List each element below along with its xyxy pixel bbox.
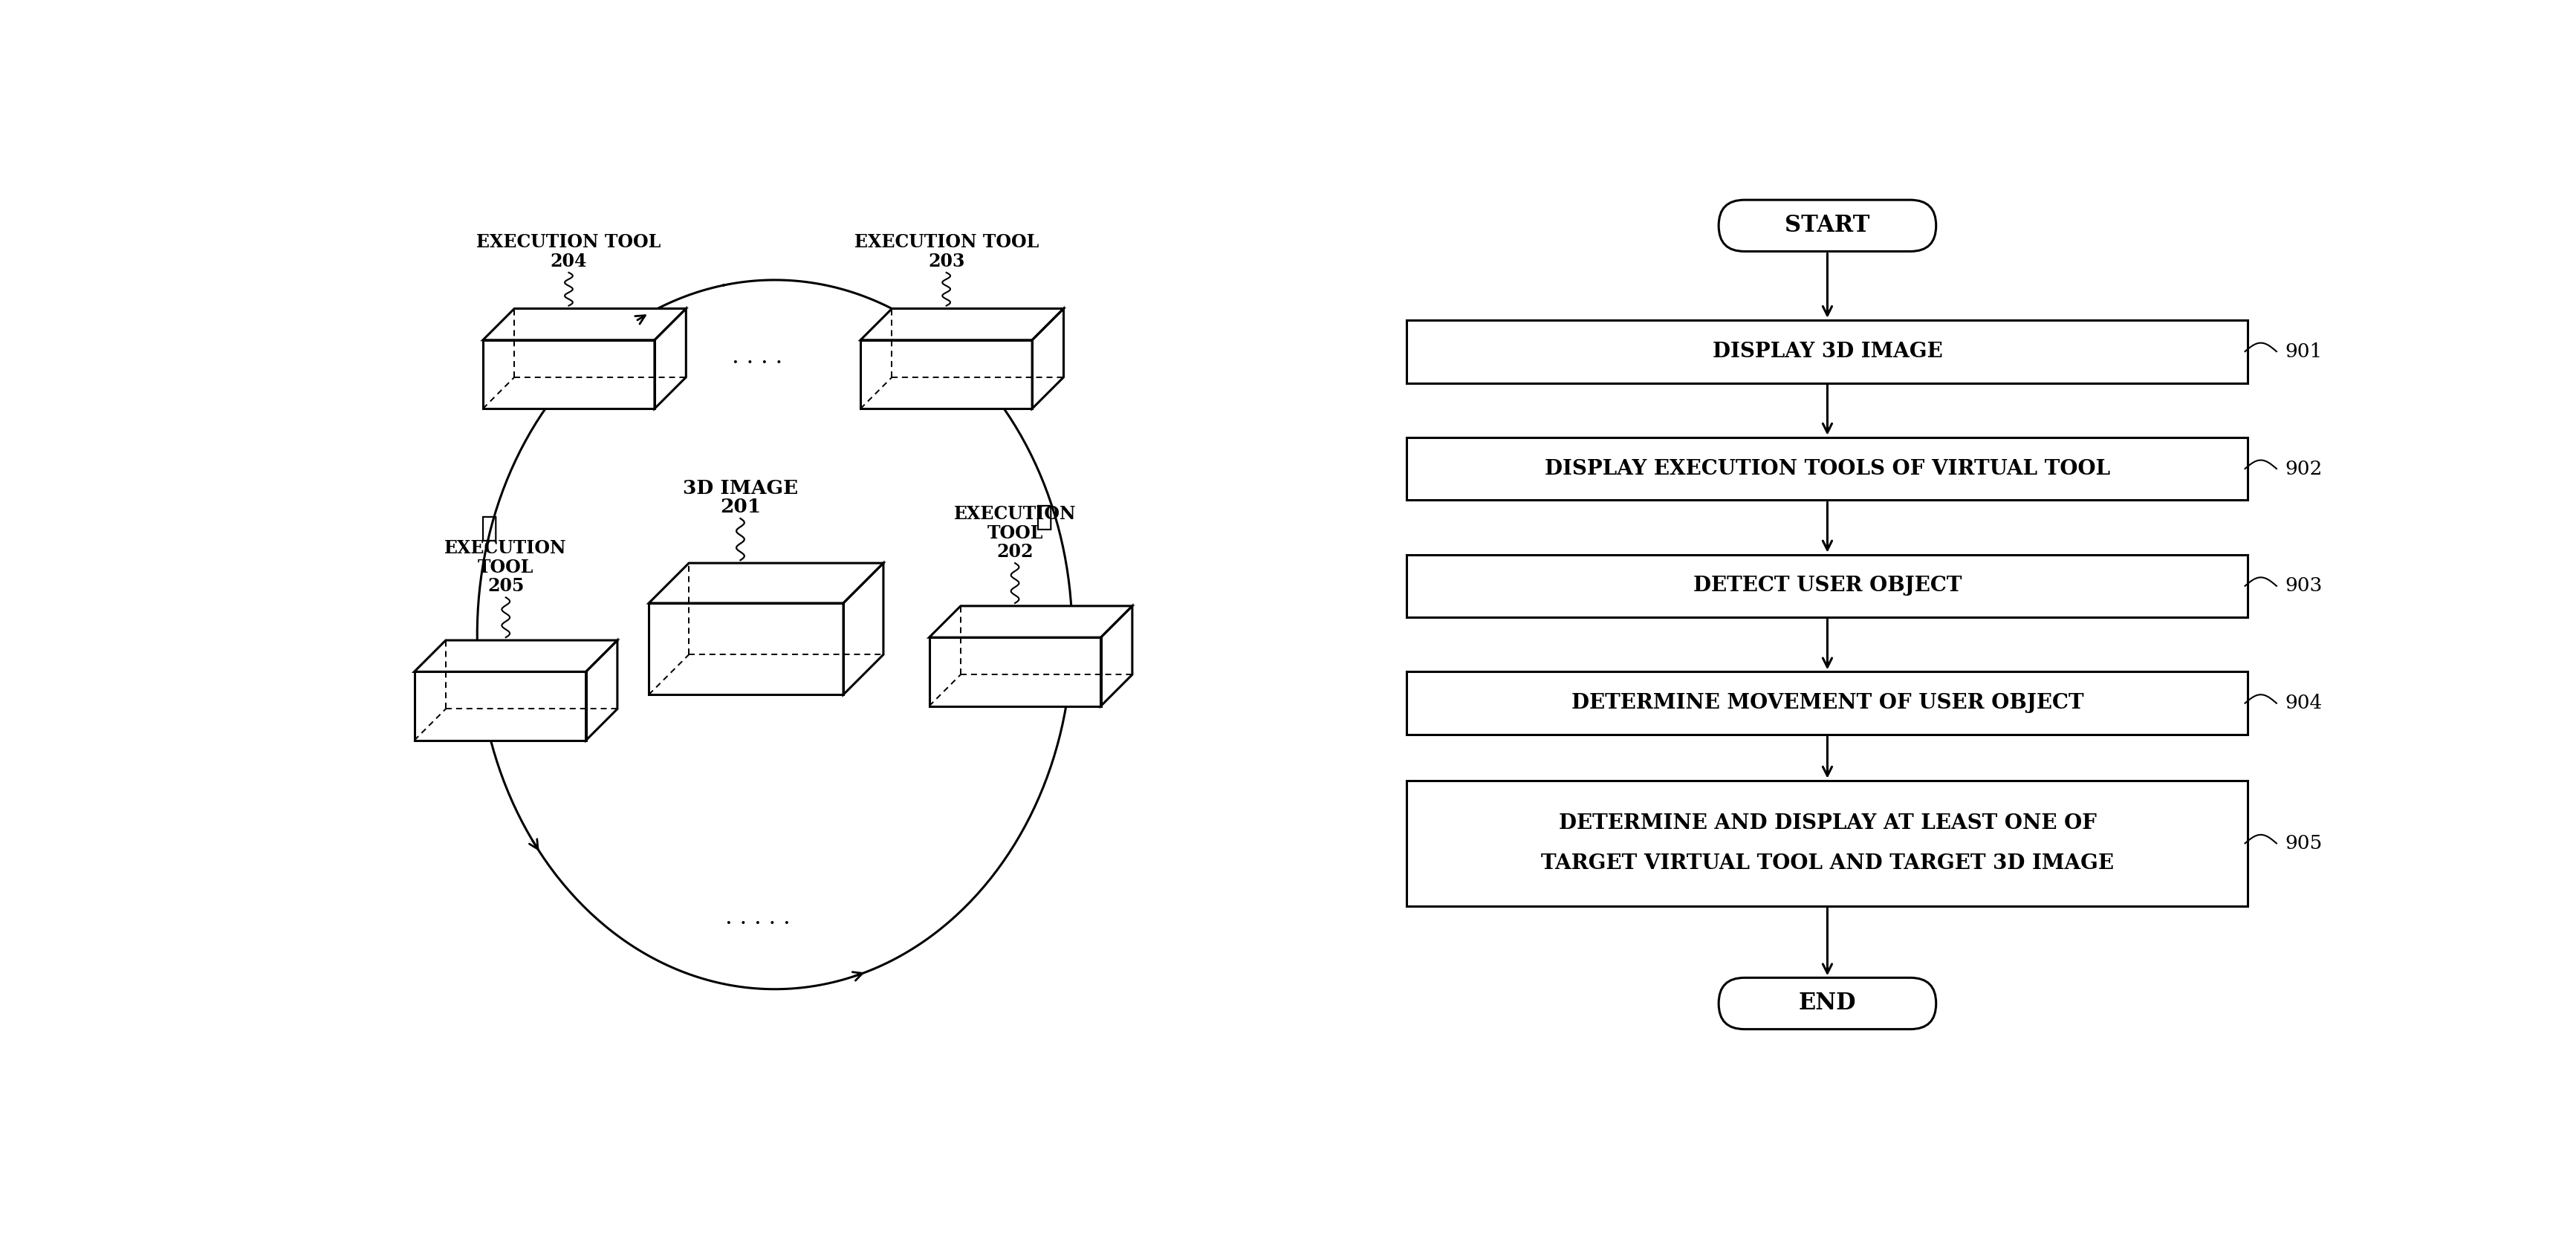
Polygon shape — [860, 309, 1064, 340]
Text: TOOL: TOOL — [477, 559, 533, 577]
Text: TOOL: TOOL — [987, 524, 1043, 541]
Text: TARGET VIRTUAL TOOL AND TARGET 3D IMAGE: TARGET VIRTUAL TOOL AND TARGET 3D IMAGE — [1540, 853, 2115, 873]
Text: EXECUTION: EXECUTION — [953, 505, 1077, 522]
Polygon shape — [415, 641, 618, 672]
Text: 203: 203 — [927, 252, 963, 270]
Polygon shape — [860, 340, 1033, 408]
Polygon shape — [649, 603, 842, 695]
Text: 901: 901 — [2285, 342, 2324, 360]
Polygon shape — [930, 605, 1133, 638]
Text: 904: 904 — [2285, 693, 2324, 712]
FancyBboxPatch shape — [1718, 977, 1937, 1029]
FancyBboxPatch shape — [1718, 200, 1937, 251]
Text: 201: 201 — [719, 497, 760, 516]
Polygon shape — [482, 309, 685, 340]
Text: EXECUTION: EXECUTION — [446, 540, 567, 558]
Bar — [1406, 780, 2249, 907]
Text: DISPLAY EXECUTION TOOLS OF VIRTUAL TOOL: DISPLAY EXECUTION TOOLS OF VIRTUAL TOOL — [1546, 458, 2110, 479]
Text: 902: 902 — [2285, 460, 2324, 479]
Bar — [1406, 554, 2249, 618]
Text: ⋮: ⋮ — [479, 515, 497, 543]
Polygon shape — [649, 563, 884, 603]
Text: . . . .: . . . . — [732, 345, 783, 369]
Text: 204: 204 — [551, 252, 587, 270]
Text: START: START — [1785, 214, 1870, 237]
Text: EXECUTION TOOL: EXECUTION TOOL — [477, 234, 662, 251]
Text: 905: 905 — [2285, 834, 2324, 853]
Text: . . . . .: . . . . . — [724, 906, 791, 929]
Text: END: END — [1798, 992, 1857, 1015]
Text: 3D IMAGE: 3D IMAGE — [683, 479, 799, 497]
Text: DETERMINE MOVEMENT OF USER OBJECT: DETERMINE MOVEMENT OF USER OBJECT — [1571, 693, 2084, 713]
Text: 903: 903 — [2285, 577, 2324, 595]
Polygon shape — [585, 641, 618, 740]
Text: DETERMINE AND DISPLAY AT LEAST ONE OF: DETERMINE AND DISPLAY AT LEAST ONE OF — [1558, 814, 2097, 833]
Bar — [1406, 672, 2249, 735]
Text: EXECUTION TOOL: EXECUTION TOOL — [855, 234, 1038, 251]
Polygon shape — [482, 340, 654, 408]
Text: ⋮: ⋮ — [1036, 504, 1051, 531]
Polygon shape — [1033, 309, 1064, 408]
Polygon shape — [1100, 605, 1133, 706]
Text: 205: 205 — [487, 578, 523, 595]
Bar — [1406, 320, 2249, 383]
Text: DISPLAY 3D IMAGE: DISPLAY 3D IMAGE — [1713, 342, 1942, 362]
Text: 202: 202 — [997, 543, 1033, 560]
Bar — [1406, 437, 2249, 500]
Polygon shape — [415, 672, 585, 740]
Polygon shape — [930, 638, 1100, 706]
Polygon shape — [842, 563, 884, 695]
Text: DETECT USER OBJECT: DETECT USER OBJECT — [1692, 577, 1963, 597]
Polygon shape — [654, 309, 685, 408]
